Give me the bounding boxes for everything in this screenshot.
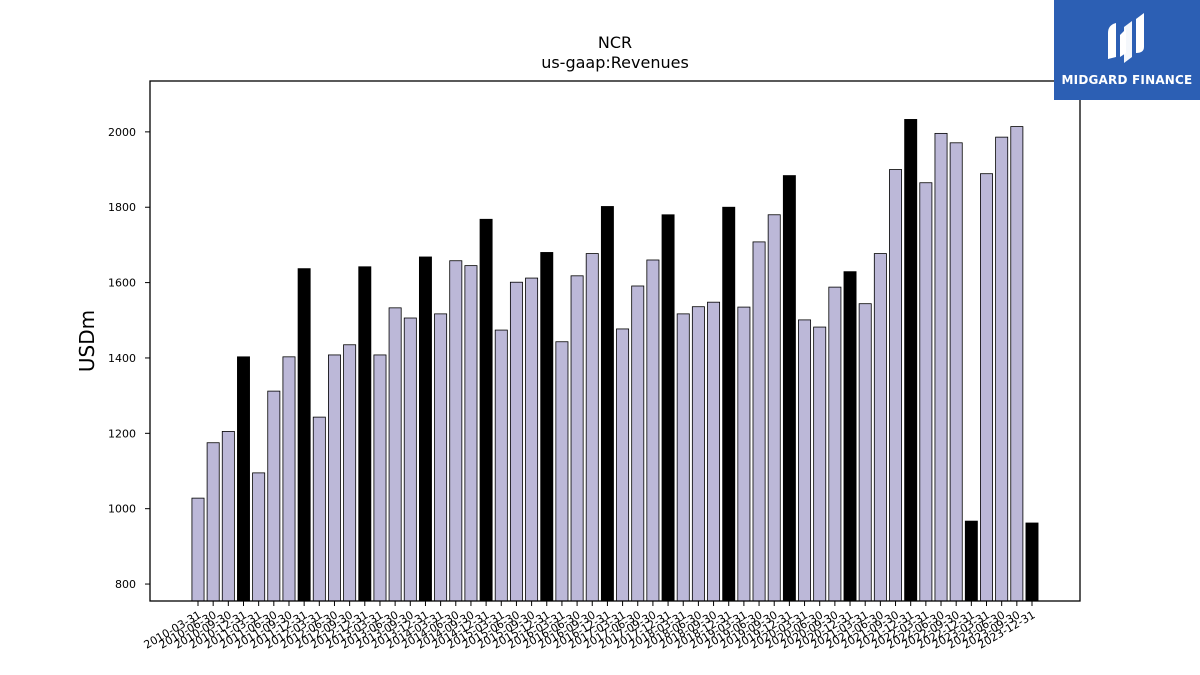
y-tick-label-1200: 1200 (108, 427, 136, 440)
bar-2020-03-31 (798, 319, 812, 602)
bar-2016-12-31 (600, 206, 614, 602)
bar-2020-06-30 (813, 326, 827, 602)
bar-2012-09-30 (343, 344, 357, 602)
bar-2022-09-30 (949, 142, 963, 602)
y-tick-label-1000: 1000 (108, 503, 136, 516)
y-tick-label-1600: 1600 (108, 277, 136, 290)
bar-2019-03-31 (737, 306, 751, 602)
bar-2012-12-31 (358, 266, 372, 602)
y-axis-label: USDm (75, 310, 99, 372)
bar-2016-09-30 (585, 253, 599, 602)
chart-title: NCR (598, 33, 632, 52)
x-axis: 2010-03-312010-06-302010-09-302010-12-31… (142, 601, 1038, 652)
bar-2018-06-30 (691, 306, 705, 602)
bar-2019-12-31 (782, 175, 796, 602)
bar-2010-12-31 (237, 356, 250, 602)
bar-2011-06-30 (267, 390, 281, 602)
bar-2013-06-30 (388, 307, 402, 602)
bar-2017-09-30 (646, 259, 660, 602)
bar-2023-06-30 (995, 136, 1009, 602)
bar-2023-12-31 (1025, 522, 1039, 602)
bar-2017-12-31 (661, 214, 675, 602)
bar-2017-03-31 (616, 328, 630, 602)
bar-2022-06-30 (934, 132, 948, 602)
bar-2023-09-30 (1010, 126, 1024, 602)
bar-2014-03-31 (434, 313, 448, 602)
bar-2010-03-31 (191, 497, 205, 602)
bar-2016-06-30 (570, 275, 584, 602)
bar-2019-06-30 (752, 241, 766, 602)
bar-2014-06-30 (449, 260, 463, 602)
plot-frame (149, 80, 1081, 602)
midgard-logo-icon (1108, 13, 1144, 63)
bar-2015-09-30 (525, 277, 539, 602)
bar-2020-12-31 (843, 271, 857, 602)
bar-2022-12-31 (964, 520, 978, 602)
bar-2021-03-31 (858, 303, 872, 602)
bar-2015-03-31 (494, 329, 508, 602)
bar-2020-09-30 (828, 286, 842, 602)
y-tick-label-2000: 2000 (108, 126, 136, 139)
bar-2010-06-30 (206, 442, 220, 602)
bar-2013-12-31 (418, 256, 432, 602)
midgard-finance-logo: MIDGARD FINANCE (1054, 0, 1200, 100)
bar-2015-12-31 (540, 252, 554, 602)
bar-2012-03-31 (312, 416, 326, 602)
bar-2017-06-30 (631, 285, 645, 602)
bar-2014-12-31 (479, 218, 493, 602)
y-axis: 800 1000 1200 1400 1600 1800 2000 (108, 126, 150, 591)
bar-2015-06-30 (509, 281, 523, 602)
bar-2014-09-30 (464, 265, 478, 602)
bar-2022-03-31 (919, 182, 933, 602)
bar-2010-09-30 (221, 431, 235, 602)
bar-2021-12-31 (904, 119, 918, 602)
bar-2021-06-30 (873, 253, 887, 602)
y-tick-label-1800: 1800 (108, 201, 136, 214)
y-tick-label-800: 800 (115, 578, 136, 591)
bar-2018-03-31 (676, 313, 690, 602)
bar-2021-09-30 (889, 169, 902, 602)
logo-text: MIDGARD FINANCE (1061, 73, 1193, 87)
bar-2016-03-31 (555, 341, 569, 602)
bar-2011-09-30 (282, 356, 296, 602)
bar-2013-03-31 (373, 354, 387, 602)
bars-group (191, 119, 1039, 602)
bar-2012-06-30 (328, 354, 341, 602)
bar-2018-12-31 (722, 206, 736, 602)
chart-subtitle: us-gaap:Revenues (541, 53, 689, 72)
bar-2023-03-31 (980, 173, 993, 602)
bar-2013-09-30 (403, 317, 417, 602)
bar-2011-03-31 (252, 472, 266, 602)
bar-2019-09-30 (767, 214, 781, 602)
bar-2018-09-30 (707, 301, 721, 602)
y-tick-label-1400: 1400 (108, 352, 136, 365)
bar-2011-12-31 (297, 268, 311, 602)
